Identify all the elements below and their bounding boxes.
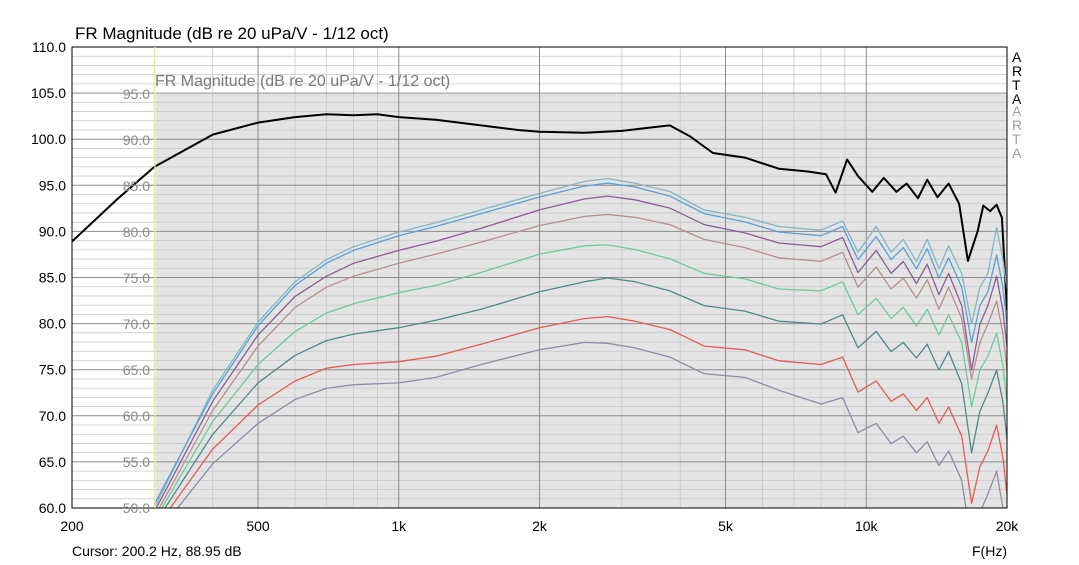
overlay-y-tick-label: 95.0 — [123, 86, 150, 102]
side-label-faded: T — [1012, 131, 1021, 147]
y-tick-label: 110.0 — [32, 39, 66, 55]
x-axis-label: F(Hz) — [972, 543, 1007, 559]
grid-lines — [72, 47, 1007, 508]
series-line-9 — [176, 341, 1004, 508]
overlay-y-tick-label: 50.0 — [123, 500, 150, 516]
cursor-readout: Cursor: 200.2 Hz, 88.95 dB — [72, 543, 242, 559]
chart-title: FR Magnitude (dB re 20 uPa/V - 1/12 oct) — [75, 24, 389, 43]
series-line-8 — [169, 315, 1007, 508]
x-tick-label: 20k — [996, 518, 1020, 534]
y-tick-label: 70.0 — [39, 408, 66, 424]
series-line-2 — [153, 177, 1007, 508]
overlay-y-tick-label: 65.0 — [123, 362, 150, 378]
overlay-y-tick-label: 55.0 — [123, 454, 150, 470]
y-tick-label: 80.0 — [39, 316, 66, 332]
side-label: A — [1012, 91, 1022, 107]
side-label-faded: A — [1012, 145, 1022, 161]
series-line-1 — [72, 113, 1007, 310]
y-tick-label: 60.0 — [39, 500, 66, 516]
overlay-y-tick-label: 85.0 — [123, 178, 150, 194]
overlay-y-tick-label: 90.0 — [123, 132, 150, 148]
y-tick-label: 65.0 — [39, 454, 66, 470]
y-tick-label: 85.0 — [39, 270, 66, 286]
side-label: T — [1012, 77, 1021, 93]
overlay-y-tick-label: 70.0 — [123, 316, 150, 332]
series-line-4 — [155, 195, 1007, 508]
x-tick-label: 2k — [532, 518, 548, 534]
overlay-y-tick-label: 60.0 — [123, 408, 150, 424]
y-tick-label: 75.0 — [39, 362, 66, 378]
series-line-5 — [158, 213, 1007, 508]
side-label: A — [1012, 49, 1022, 65]
x-tick-label: 1k — [391, 518, 407, 534]
y-tick-label: 95.0 — [39, 177, 66, 193]
overlay-chart-title: FR Magnitude (dB re 20 uPa/V - 1/12 oct) — [155, 73, 450, 90]
side-label-faded: A — [1012, 103, 1022, 119]
axis-labels: 110.0 105.0 100.0 95.0 90.0 85.0 80.0 75.0 70.0 6… — [31, 39, 1022, 534]
x-tick-label: 500 — [246, 518, 270, 534]
x-tick-label: 10k — [855, 518, 879, 534]
series-line-7 — [164, 277, 1007, 508]
series-line-3 — [153, 182, 1007, 505]
series-lines — [72, 113, 1007, 508]
y-tick-label: 90.0 — [39, 223, 66, 239]
y-tick-label: 100.0 — [31, 131, 66, 147]
series-line-6 — [161, 244, 1007, 508]
overlay-plot-area — [155, 94, 1007, 508]
overlay-y-tick-label: 75.0 — [123, 270, 150, 286]
plot-frame — [71, 46, 1008, 509]
y-tick-label: 105.0 — [31, 85, 66, 101]
side-label: R — [1012, 63, 1022, 79]
x-tick-label: 5k — [718, 518, 734, 534]
overlay-y-tick-label: 80.0 — [123, 224, 150, 240]
x-tick-label: 200 — [60, 518, 84, 534]
side-label-faded: R — [1012, 117, 1022, 133]
